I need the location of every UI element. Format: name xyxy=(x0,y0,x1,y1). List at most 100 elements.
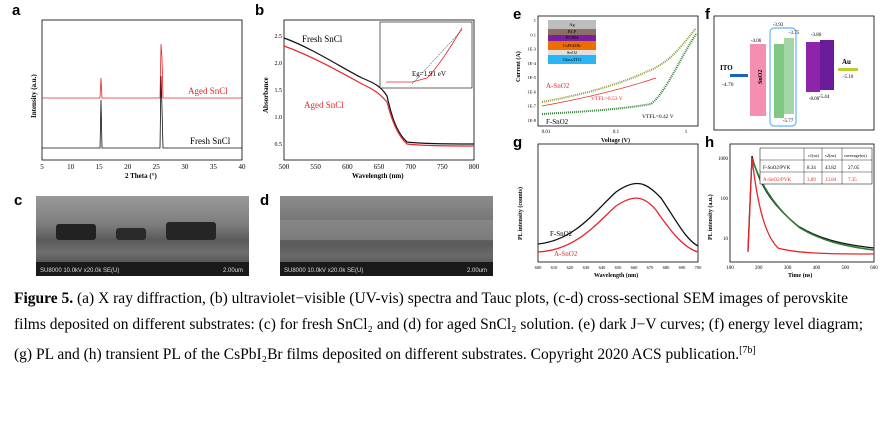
stack-layer-label: Glass/ITO xyxy=(563,57,582,62)
sno2-block xyxy=(750,44,766,116)
ito-level xyxy=(730,74,748,77)
uvvis-label-fresh: Fresh SnCl xyxy=(302,34,343,44)
trpl-xlabel: Time (ns) xyxy=(788,272,812,279)
jv-a-sno2-trace xyxy=(541,27,697,103)
pl-frame xyxy=(537,143,699,263)
panel-letter-e: e xyxy=(513,6,522,23)
energy-value: -5.10 xyxy=(843,75,854,80)
jv-label-a: A-SnO2 xyxy=(546,82,570,90)
x-tick-label: 620 xyxy=(567,265,575,270)
pl-ylabel: PL intensity (counts) xyxy=(517,187,524,240)
y-tick-label: 2.5 xyxy=(275,34,283,40)
tauc-eg: Eg=1.91 eV xyxy=(412,70,446,78)
row1-tau1: 8.34 xyxy=(807,166,816,171)
y-tick-label: 1.0 xyxy=(275,115,283,121)
stack-bcp xyxy=(548,29,596,35)
x-tick-label: 40 xyxy=(239,163,247,171)
uvvis-ylabel: Absorbance xyxy=(262,77,270,113)
x-tick-label: 0.1 xyxy=(613,130,620,135)
trpl-frame xyxy=(729,143,875,263)
x-tick-label: 600 xyxy=(870,266,878,271)
x-tick-label: 0.01 xyxy=(542,130,551,135)
energy-value: -3.75 xyxy=(789,31,800,36)
panel-letter-h: h xyxy=(705,134,715,151)
y-tick-label: 0.5 xyxy=(275,142,283,148)
x-tick-label: 630 xyxy=(583,265,591,270)
panel-letter-a: a xyxy=(12,2,21,19)
y-tick-label: 1 xyxy=(534,18,536,23)
x-tick-label: 670 xyxy=(647,265,655,270)
x-tick-label: 700 xyxy=(405,163,416,171)
x-tick-label: 700 xyxy=(695,265,703,270)
caption-text: (a) X ray diffraction, (b) ultraviolet−v… xyxy=(14,290,864,364)
trpl-a-trace xyxy=(747,157,875,255)
pl-xlabel: Wavelength (nm) xyxy=(594,272,638,279)
ito-label: ITO xyxy=(720,64,733,72)
jv-label-f: F-SnO2 xyxy=(546,118,569,126)
spiro-block xyxy=(820,40,834,90)
uvvis-yticks: 2.5 2.0 1.5 1.0 0.5 xyxy=(275,34,283,148)
stack-layer-label: SnO2 xyxy=(567,50,577,55)
panel-letter-f: f xyxy=(705,6,710,23)
uvvis-label-aged: Aged SnCl xyxy=(304,100,344,110)
xrd-fresh-trace xyxy=(42,75,242,149)
energy-value: -5.77 xyxy=(783,119,794,124)
row2-name: A-SnO2/PVK xyxy=(763,178,791,183)
energy-value: -3.93 xyxy=(773,23,784,28)
x-tick-label: 400 xyxy=(813,266,821,271)
x-tick-label: 600 xyxy=(342,163,353,171)
trpl-ylabel: PL intensity (a.u.) xyxy=(707,194,714,240)
x-tick-label: 30 xyxy=(181,163,189,171)
pl-a-sno2-trace xyxy=(537,197,699,253)
pl-f-sno2-trace xyxy=(537,182,699,247)
panel-letter-g: g xyxy=(513,134,523,151)
energy-value: -5.44 xyxy=(819,95,830,100)
stack-layer-label: CsPbI2Br xyxy=(563,43,581,48)
jv-f-sno2-trace xyxy=(541,33,697,115)
xrd-xticks: 5 10 15 20 25 30 35 40 xyxy=(40,163,246,171)
xrd-label-aged: Aged SnCl xyxy=(188,86,228,96)
au-level xyxy=(838,68,858,71)
tauc-fit-line xyxy=(411,29,463,85)
energy-value: -4.06 xyxy=(751,39,762,44)
pl-label-f: F-SnO2 xyxy=(550,230,573,238)
jv-vtfl-f: VTFL=0.42 V xyxy=(642,114,674,120)
xrd-chart: Aged SnCl Fresh SnCl 5 10 15 20 25 30 35 40 2 T… xyxy=(30,19,246,180)
sem-c-info: SU8000 10.0kV x20.0k SE(U) xyxy=(40,268,120,274)
x-tick-label: 1 xyxy=(685,130,688,135)
figure-caption: Figure 5. (a) X ray diffraction, (b) ult… xyxy=(14,286,874,368)
x-tick-label: 5 xyxy=(40,163,44,171)
y-tick-label: 2.0 xyxy=(275,61,283,67)
energy-value: -8.00 xyxy=(809,97,820,102)
caption-figure-label: Figure 5. xyxy=(14,290,74,307)
pl-label-a: A-SnO2 xyxy=(554,250,578,258)
x-tick-label: 100 xyxy=(726,266,734,271)
stack-layer-label: BCP xyxy=(568,29,577,34)
sem-d-info: SU8000 10.0kV x20.0k SE(U) xyxy=(284,268,364,274)
y-tick-label: 1E-5 xyxy=(527,75,536,80)
stack-cspbi2br xyxy=(548,41,596,50)
x-tick-label: 20 xyxy=(124,163,132,171)
y-tick-label: 1E-6 xyxy=(527,89,536,94)
ito-val: -4.70 xyxy=(722,82,734,88)
y-tick-label: 1E-8 xyxy=(527,118,536,123)
panel-letter-c: c xyxy=(14,192,23,209)
pl-chart: F-SnO2 A-SnO2 600 610 620 630 640 650 660 670 68… xyxy=(517,143,703,279)
x-tick-label: 660 xyxy=(631,265,639,270)
x-tick-label: 650 xyxy=(615,265,623,270)
stack-glass-ito xyxy=(548,55,596,64)
uvvis-frame xyxy=(283,19,475,161)
uvvis-xticks: 500 550 600 650 700 750 800 xyxy=(279,163,480,171)
stack-layer-label: Ag xyxy=(569,22,575,27)
x-tick-label: 800 xyxy=(469,163,480,171)
x-tick-label: 680 xyxy=(663,265,671,270)
row2-tau1: 3.89 xyxy=(807,178,816,183)
x-tick-label: 640 xyxy=(599,265,607,270)
energy-value: -3.86 xyxy=(811,33,822,38)
jv-red-fit xyxy=(541,77,657,107)
x-tick-label: 750 xyxy=(437,163,448,171)
jv-ylabel: Current (A) xyxy=(515,51,522,82)
x-tick-label: 600 xyxy=(535,265,543,270)
th-tau2: τ2(ns) xyxy=(825,153,837,158)
